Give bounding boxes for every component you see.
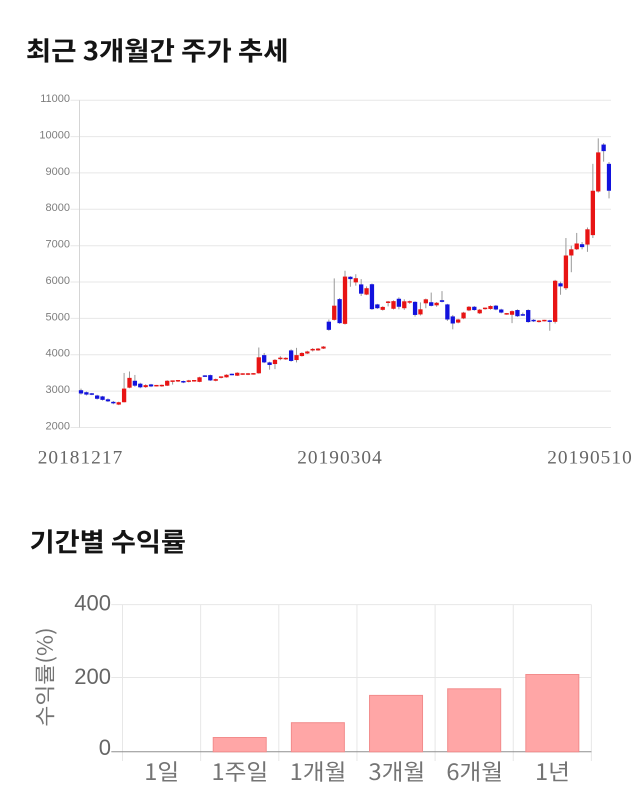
svg-text:400: 400 [74, 591, 111, 616]
svg-text:0: 0 [99, 735, 111, 760]
svg-text:6000: 6000 [46, 275, 70, 287]
svg-text:3000: 3000 [46, 384, 70, 396]
svg-text:5000: 5000 [46, 311, 70, 323]
svg-text:4000: 4000 [46, 348, 70, 360]
svg-text:9000: 9000 [46, 166, 70, 178]
svg-text:20190304: 20190304 [297, 448, 383, 469]
svg-text:10000: 10000 [39, 130, 70, 142]
svg-text:11000: 11000 [40, 93, 70, 105]
svg-text:20190510: 20190510 [547, 448, 633, 469]
svg-text:2000: 2000 [46, 420, 70, 432]
svg-text:8000: 8000 [46, 202, 70, 214]
svg-text:20181217: 20181217 [38, 448, 124, 469]
svg-text:7000: 7000 [46, 239, 70, 251]
svg-text:200: 200 [74, 664, 111, 689]
